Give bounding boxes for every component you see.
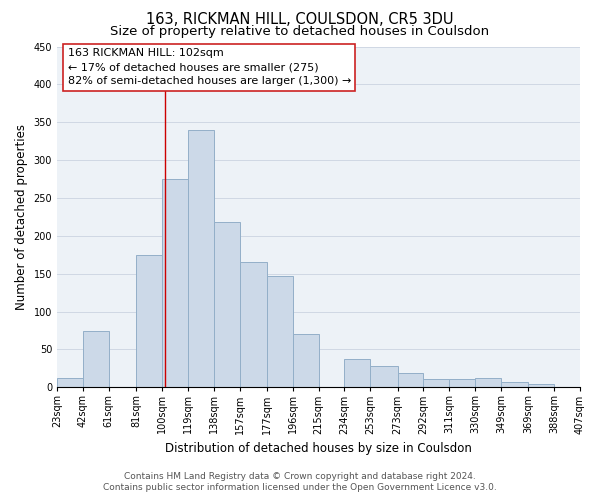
Bar (83, 330, 109, 388)
Y-axis label: Number of detached properties: Number of detached properties (15, 124, 28, 310)
Bar (528, 384, 554, 388)
Bar (344, 360, 370, 388)
Text: Size of property relative to detached houses in Coulsdon: Size of property relative to detached ho… (110, 25, 490, 38)
Bar (398, 373, 424, 388)
Text: 163, RICKMAN HILL, COULSDON, CR5 3DU: 163, RICKMAN HILL, COULSDON, CR5 3DU (146, 12, 454, 28)
Bar (136, 255, 162, 388)
Bar (188, 130, 214, 388)
Bar (475, 378, 501, 388)
Bar (267, 276, 293, 388)
X-axis label: Distribution of detached houses by size in Coulsdon: Distribution of detached houses by size … (165, 442, 472, 455)
Bar (293, 334, 319, 388)
Bar (501, 382, 528, 388)
Bar (162, 179, 188, 388)
Text: Contains HM Land Registry data © Crown copyright and database right 2024.
Contai: Contains HM Land Registry data © Crown c… (103, 472, 497, 492)
Bar (57, 378, 83, 388)
Text: 163 RICKMAN HILL: 102sqm
← 17% of detached houses are smaller (275)
82% of semi-: 163 RICKMAN HILL: 102sqm ← 17% of detach… (68, 48, 351, 86)
Bar (214, 222, 239, 388)
Bar (424, 379, 449, 388)
Bar (370, 366, 398, 388)
Bar (449, 379, 475, 388)
Bar (239, 262, 267, 388)
